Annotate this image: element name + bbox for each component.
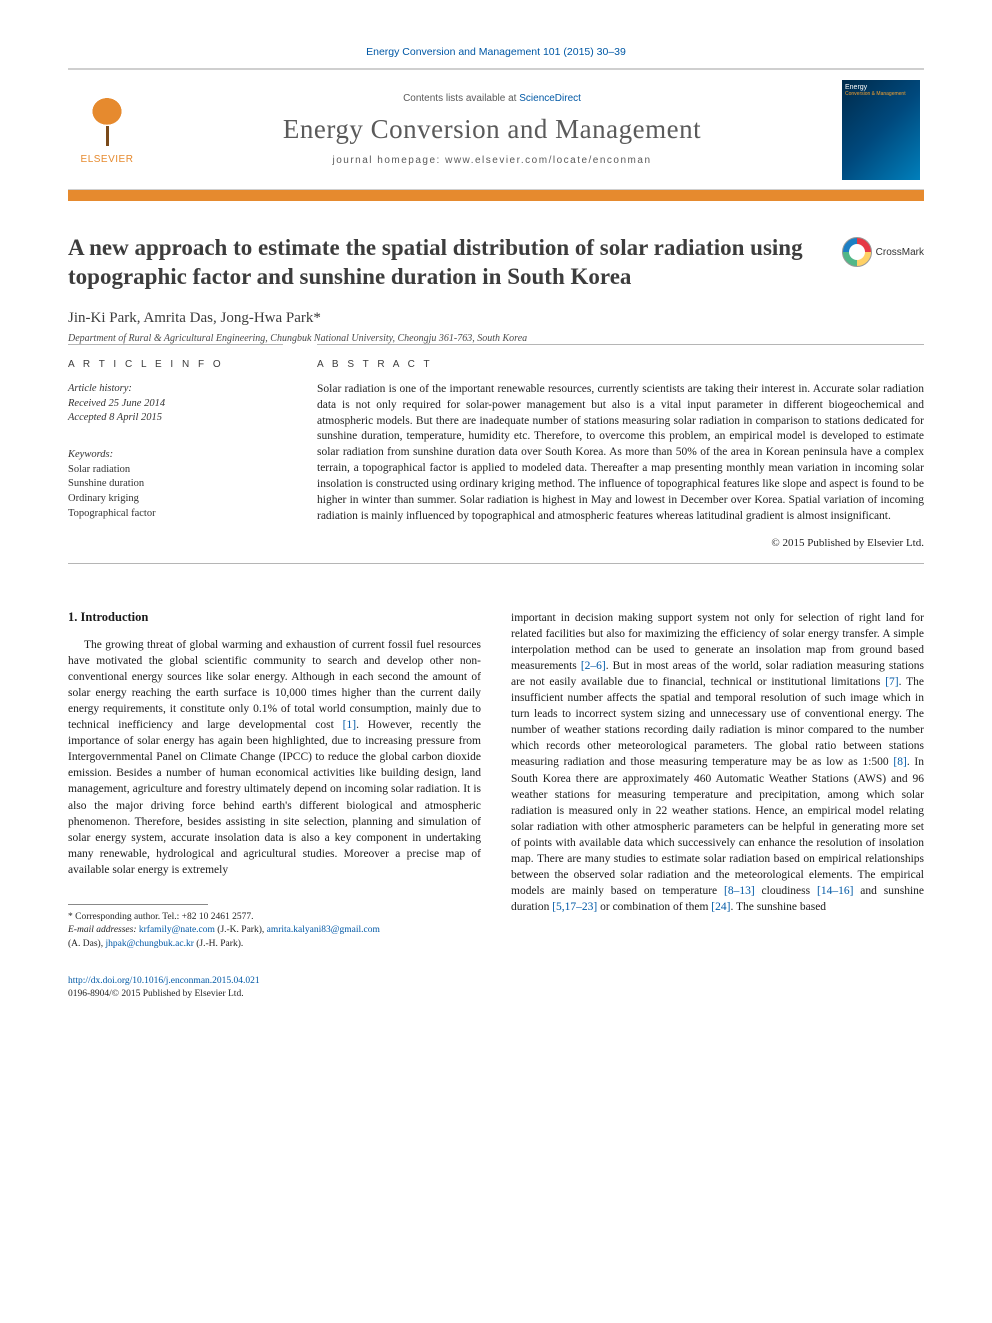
issn-line: 0196-8904/© 2015 Published by Elsevier L… [68,989,244,999]
doi-block: http://dx.doi.org/10.1016/j.enconman.201… [68,975,481,1001]
keyword: Ordinary kriging [68,492,283,507]
ref-link[interactable]: [24] [711,901,730,913]
keyword: Solar radiation [68,463,283,478]
article-info-head: A R T I C L E I N F O [68,359,283,370]
corresponding-mark: * [313,310,321,326]
abstract-copyright: © 2015 Published by Elsevier Ltd. [317,537,924,549]
email-line: E-mail addresses: krfamily@nate.com (J.-… [68,924,481,951]
text: . The sunshine based [730,901,826,913]
footnote-divider [68,904,208,905]
ref-link[interactable]: [8] [893,756,906,768]
email-link[interactable]: krfamily@nate.com [139,925,215,935]
text: . However, recently the importance of so… [68,719,481,876]
cover-title-1: Energy [842,80,920,91]
elsevier-tree-icon [83,94,131,152]
authors: Jin-Ki Park, Amrita Das, Jong-Hwa Park* [68,310,924,327]
journal-header: ELSEVIER Contents lists available at Sci… [68,68,924,190]
section-1-head: 1. Introduction [68,610,481,625]
text: or combination of them [597,901,711,913]
keyword: Topographical factor [68,507,283,522]
cover-title-2: Conversion & Management [842,91,920,97]
author-list: Jin-Ki Park, Amrita Das, Jong-Hwa Park [68,310,313,326]
text: (J.-K. Park), [215,925,267,935]
ref-link[interactable]: [8–13] [724,885,755,897]
ref-link[interactable]: [14–16] [817,885,853,897]
contents-prefix: Contents lists available at [403,93,519,104]
keywords-label: Keywords: [68,448,283,463]
contents-available-line: Contents lists available at ScienceDirec… [142,93,842,104]
text: E-mail addresses: [68,925,139,935]
paper-title: A new approach to estimate the spatial d… [68,233,818,292]
email-link[interactable]: jhpak@chungbuk.ac.kr [105,939,193,949]
journal-cover-thumb: Energy Conversion & Management [842,80,920,180]
text: . The insufficient number affects the sp… [511,676,924,768]
elsevier-wordmark: ELSEVIER [81,154,134,165]
history-label: Article history: [68,382,283,397]
intro-para-1: The growing threat of global warming and… [68,637,481,878]
keyword: Sunshine duration [68,477,283,492]
text: (A. Das), [68,939,105,949]
sciencedirect-link[interactable]: ScienceDirect [519,93,581,104]
intro-para-2: important in decision making support sys… [511,610,924,916]
crossmark-icon [842,237,872,267]
text: cloudiness [755,885,817,897]
ref-link[interactable]: [5,17–23] [552,901,597,913]
journal-name: Energy Conversion and Management [142,114,842,145]
info-divider [68,563,924,564]
abstract-text: Solar radiation is one of the important … [317,382,924,525]
text: . In South Korea there are approximately… [511,756,924,897]
abstract-head: A B S T R A C T [317,359,924,370]
elsevier-logo: ELSEVIER [72,85,142,175]
ref-link[interactable]: [2–6] [581,660,606,672]
doi-link[interactable]: http://dx.doi.org/10.1016/j.enconman.201… [68,976,260,986]
ref-link[interactable]: [7] [885,676,898,688]
header-citation: Energy Conversion and Management 101 (20… [68,46,924,58]
crossmark-badge[interactable]: CrossMark [842,237,924,267]
text: (J.-H. Park). [194,939,243,949]
accepted-date: Accepted 8 April 2015 [68,411,283,426]
corr-author-line: * Corresponding author. Tel.: +82 10 246… [68,911,481,924]
corresponding-footnote: * Corresponding author. Tel.: +82 10 246… [68,911,481,951]
journal-homepage[interactable]: journal homepage: www.elsevier.com/locat… [142,155,842,166]
received-date: Received 25 June 2014 [68,397,283,412]
email-link[interactable]: amrita.kalyani83@gmail.com [267,925,380,935]
crossmark-label: CrossMark [876,247,924,258]
affiliation: Department of Rural & Agricultural Engin… [68,333,924,344]
ref-link[interactable]: [1] [343,719,356,731]
text: The growing threat of global warming and… [68,639,481,731]
orange-divider [68,190,924,201]
